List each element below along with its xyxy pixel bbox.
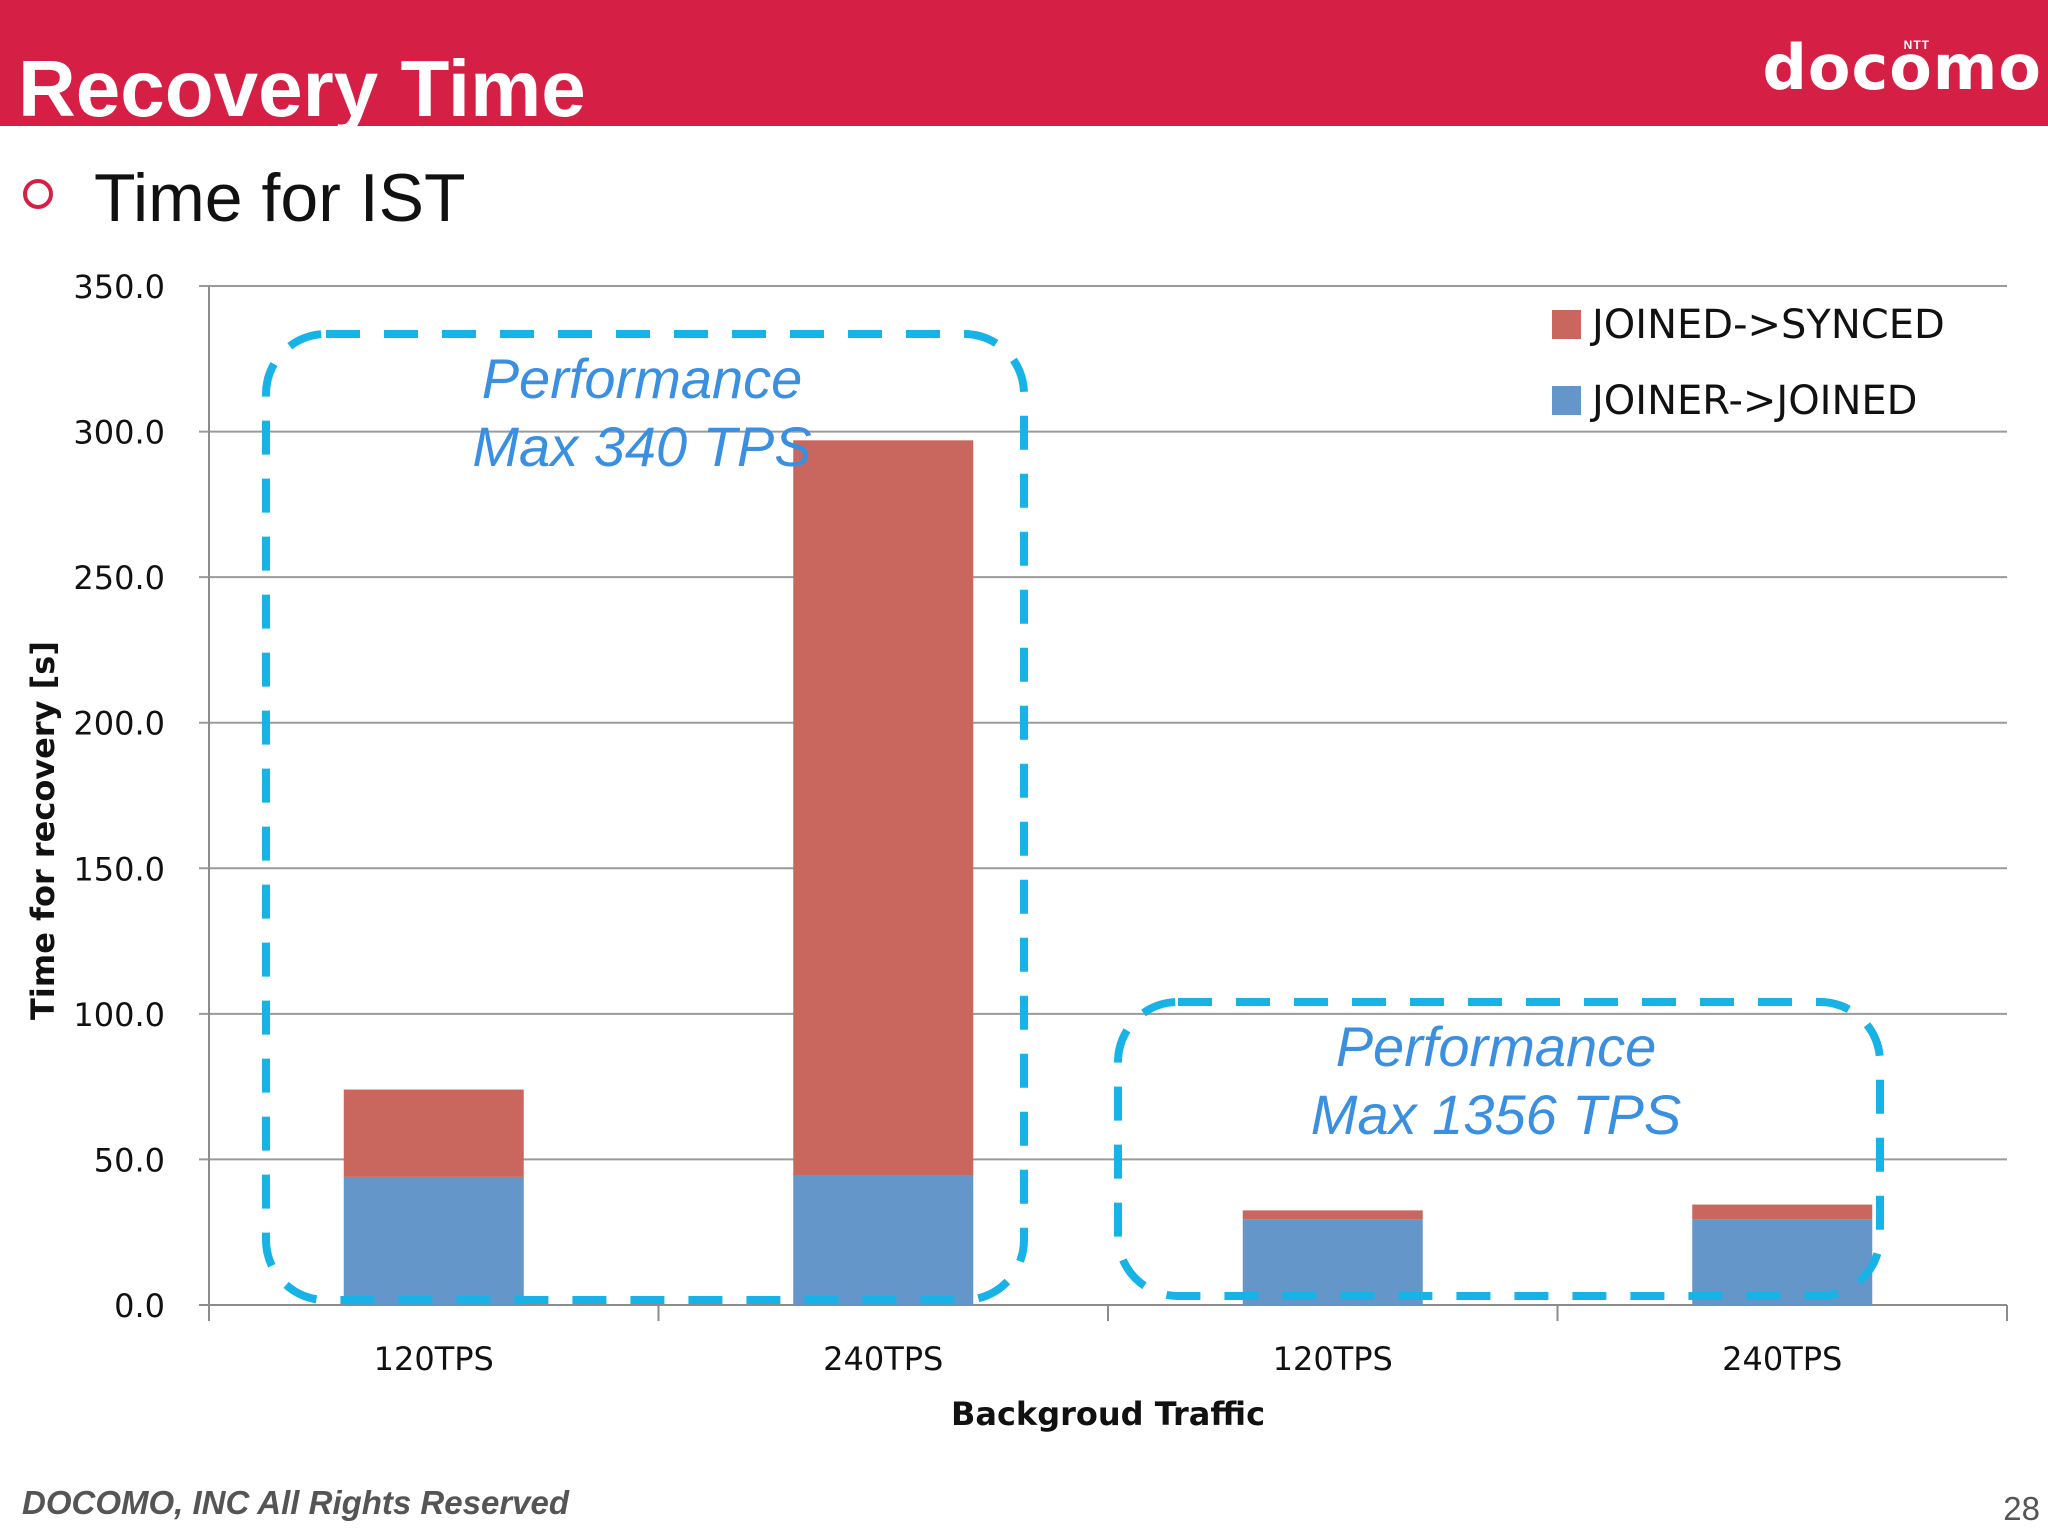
y-tick-label: 150.0 — [73, 850, 165, 888]
brand-logo: docomo — [1762, 31, 2042, 104]
x-tick-label: 240TPS — [823, 1340, 943, 1378]
bullet-circle-icon — [23, 179, 53, 209]
x-tick-label: 240TPS — [1722, 1340, 1842, 1378]
annotation-dashed-box — [1114, 998, 1884, 1300]
brand-ntt-label: NTT — [1903, 38, 1930, 52]
x-axis-title: Backgroud Traffic — [951, 1395, 1265, 1433]
page-number: 28 — [2003, 1490, 2040, 1527]
legend-label-joiner-joined: JOINER->JOINED — [1589, 378, 1917, 424]
annotation-label-line1: Performance — [482, 347, 803, 410]
annotation-label-line2: Max 1356 TPS — [1311, 1083, 1681, 1146]
bar-joined-synced — [343, 1089, 524, 1177]
x-tick-label: 120TPS — [374, 1340, 494, 1378]
y-tick-label: 50.0 — [94, 1141, 165, 1179]
bar-joined-synced — [1242, 1210, 1423, 1220]
annotation-dashed-box — [262, 330, 1028, 1304]
y-tick-label: 0.0 — [114, 1287, 165, 1325]
y-tick-label: 100.0 — [73, 996, 165, 1034]
bar-joined-synced — [793, 440, 974, 1176]
legend-swatch-joiner-joined — [1552, 386, 1581, 415]
y-tick-label: 250.0 — [73, 559, 165, 597]
bar-joiner-joined — [1242, 1219, 1423, 1305]
bar-joiner-joined — [343, 1176, 524, 1305]
annotation-label-line2: Max 340 TPS — [472, 415, 811, 478]
bullet-text: Time for IST — [94, 160, 466, 236]
slide-header — [0, 0, 2048, 126]
annotation-label-line1: Performance — [1336, 1015, 1657, 1078]
bar-joiner-joined — [793, 1175, 974, 1305]
x-tick-label: 120TPS — [1273, 1340, 1393, 1378]
y-axis-title: Time for recovery [s] — [24, 641, 62, 1020]
y-tick-label: 200.0 — [73, 705, 165, 743]
bar-joiner-joined — [1692, 1219, 1873, 1305]
slide-title: Recovery Time — [18, 44, 586, 133]
y-tick-label: 300.0 — [73, 414, 165, 452]
legend-label-joined-synced: JOINED->SYNCED — [1589, 302, 1945, 348]
legend-swatch-joined-synced — [1552, 310, 1581, 339]
footer-copyright: DOCOMO, INC All Rights Reserved — [22, 1484, 570, 1521]
y-tick-label: 350.0 — [73, 268, 165, 306]
bar-joined-synced — [1692, 1204, 1873, 1220]
